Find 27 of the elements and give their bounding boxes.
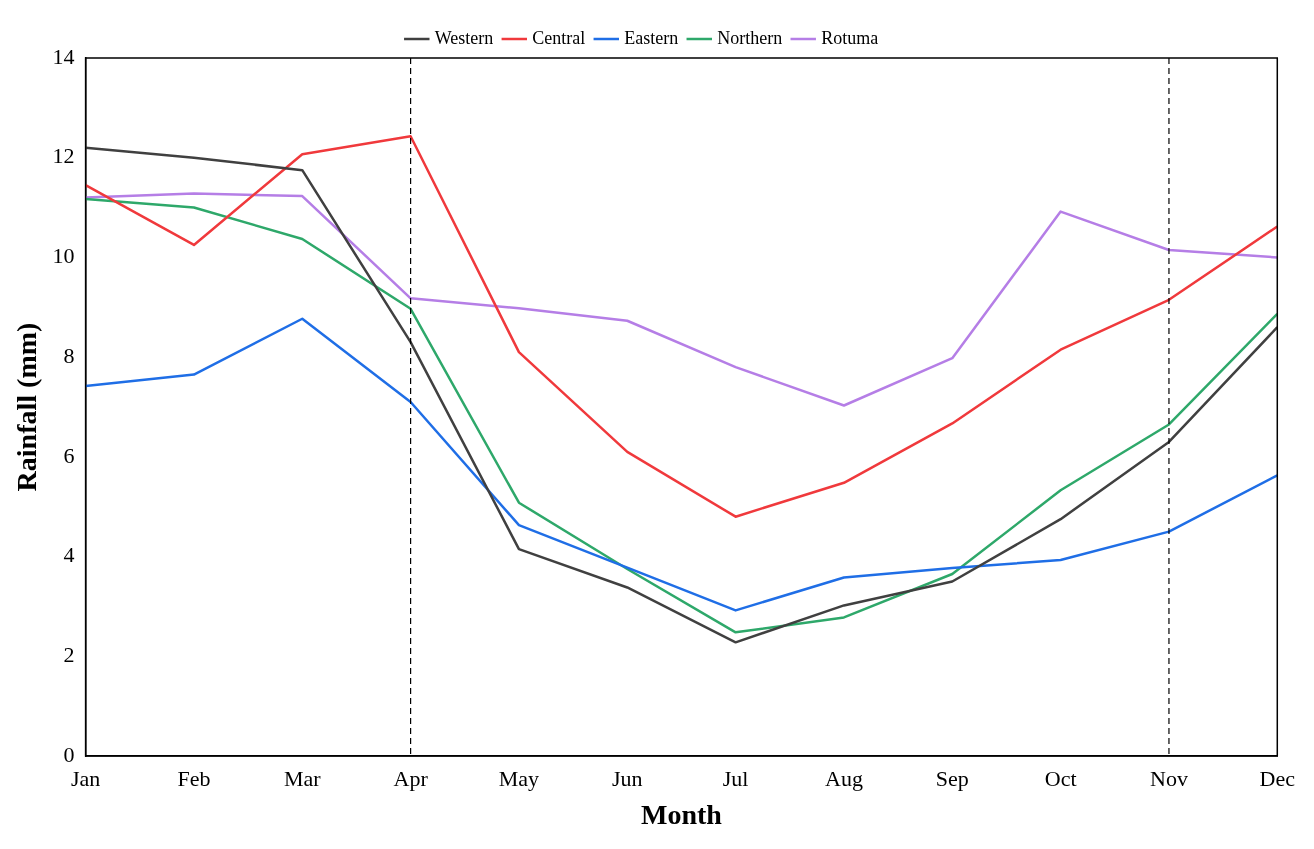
x-tick-label: Aug (825, 765, 863, 791)
y-tick-label: 2 (63, 642, 75, 668)
x-axis-title: Month (640, 799, 723, 831)
x-tick-label: Dec (1259, 765, 1296, 791)
y-tick-label: 0 (63, 741, 75, 767)
legend-label: Northern (717, 27, 783, 48)
x-tick-label: Oct (1044, 765, 1077, 791)
x-tick-label: Mar (283, 765, 322, 791)
legend-label: Central (532, 27, 586, 48)
legend-label: Eastern (624, 27, 679, 48)
x-tick-label: Feb (177, 765, 211, 791)
y-tick-label: 14 (52, 43, 75, 69)
y-tick-label: 4 (63, 542, 75, 568)
x-tick-label: May (498, 765, 540, 791)
x-tick-label: Apr (393, 765, 429, 791)
x-tick-label: Nov (1150, 765, 1188, 791)
y-axis-title: Rainfall (mm) (11, 322, 43, 492)
y-tick-label: 8 (63, 342, 75, 368)
y-tick-label: 12 (52, 143, 75, 169)
legend-label: Rotuma (821, 27, 879, 48)
x-tick-label: Jan (70, 765, 101, 791)
y-tick-label: 6 (63, 442, 75, 468)
x-tick-label: Jul (722, 765, 749, 791)
x-tick-label: Sep (935, 765, 969, 791)
legend-label: Western (434, 27, 494, 48)
x-tick-label: Jun (612, 765, 643, 791)
y-tick-label: 10 (52, 243, 75, 269)
